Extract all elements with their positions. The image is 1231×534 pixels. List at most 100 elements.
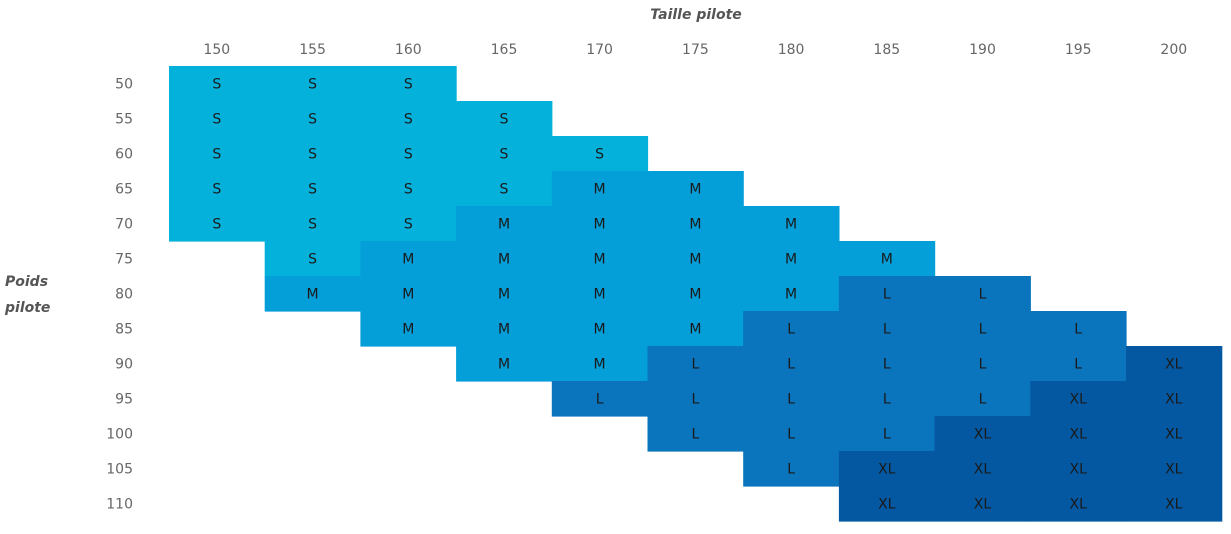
y-tick-label: 105 xyxy=(106,462,133,478)
cell-size-label: S xyxy=(308,112,317,128)
x-tick-label: 195 xyxy=(1065,42,1092,58)
heatmap-cell xyxy=(1126,416,1223,452)
heatmap-cell xyxy=(551,241,649,277)
heatmap-cell xyxy=(934,416,1031,452)
cell-size-label: M xyxy=(689,287,701,303)
heatmap-cell xyxy=(647,381,744,417)
cell-size-label: M xyxy=(402,287,414,303)
cell-size-label: L xyxy=(883,427,891,443)
y-tick-label: 100 xyxy=(106,427,133,443)
heatmap-cell xyxy=(1030,381,1127,417)
cell-size-label: L xyxy=(979,322,987,338)
heatmap-cell xyxy=(647,171,744,207)
cell-size-label: M xyxy=(594,182,606,198)
cell-size-label: S xyxy=(308,147,317,163)
cell-size-label: S xyxy=(404,147,413,163)
cell-size-label: S xyxy=(212,217,221,233)
y-tick-label: 50 xyxy=(115,77,133,93)
cell-size-label: S xyxy=(308,252,317,268)
cell-size-label: L xyxy=(883,287,891,303)
cell-size-label: M xyxy=(498,357,510,373)
y-tick-label: 85 xyxy=(115,322,133,338)
x-tick-label: 155 xyxy=(299,42,326,58)
heatmap-cell xyxy=(551,136,649,172)
heatmap-cell xyxy=(264,171,361,207)
heatmap-cell xyxy=(169,206,266,242)
x-tick-label: 170 xyxy=(586,42,613,58)
heatmap-cell xyxy=(1126,346,1223,382)
heatmap-cell xyxy=(838,416,936,452)
heatmap-cell xyxy=(456,311,553,347)
heatmap-cell xyxy=(360,311,457,347)
heatmap-cell xyxy=(169,66,266,102)
heatmap-cell xyxy=(360,206,457,242)
cell-size-label: L xyxy=(691,427,699,443)
cell-size-label: M xyxy=(785,252,797,268)
cell-size-label: L xyxy=(787,427,795,443)
cell-size-label: M xyxy=(689,322,701,338)
heatmap-cell xyxy=(743,416,840,452)
heatmap-cell xyxy=(264,66,361,102)
cell-size-label: M xyxy=(594,357,606,373)
heatmap-cell xyxy=(647,311,744,347)
heatmap-cell xyxy=(934,276,1031,312)
heatmap-cell xyxy=(169,136,266,172)
cell-size-label: XL xyxy=(1070,497,1088,513)
cell-size-label: L xyxy=(787,392,795,408)
cell-size-label: XL xyxy=(1165,427,1183,443)
heatmap-cells: S S S S S S S S S S S S S S S S M M S S S M M M M S M M M M M M M M M M M M L L… xyxy=(169,66,1223,522)
cell-size-label: L xyxy=(1074,357,1082,373)
cell-size-label: XL xyxy=(878,462,896,478)
x-tick-label: 200 xyxy=(1160,42,1187,58)
cell-size-label: S xyxy=(500,182,509,198)
cell-size-label: XL xyxy=(1165,497,1183,513)
heatmap-cell xyxy=(743,381,840,417)
cell-size-label: M xyxy=(498,217,510,233)
heatmap-cell xyxy=(934,451,1031,487)
heatmap-cell xyxy=(264,241,361,277)
heatmap-cell xyxy=(838,486,936,522)
heatmap-cell xyxy=(647,346,744,382)
y-tick-label: 95 xyxy=(115,392,133,408)
cell-size-label: L xyxy=(979,357,987,373)
y-tick-label: 110 xyxy=(106,497,133,513)
cell-size-label: S xyxy=(404,217,413,233)
y-tick-label: 55 xyxy=(115,112,133,128)
cell-size-label: M xyxy=(498,322,510,338)
heatmap-cell xyxy=(360,101,457,137)
heatmap-cell xyxy=(169,101,266,137)
heatmap-cell xyxy=(456,101,553,137)
cell-size-label: S xyxy=(500,147,509,163)
cell-size-label: M xyxy=(881,252,893,268)
cell-size-label: L xyxy=(883,357,891,373)
cell-size-label: XL xyxy=(1165,392,1183,408)
cell-size-label: S xyxy=(308,77,317,93)
cell-size-label: S xyxy=(212,112,221,128)
cell-size-label: XL xyxy=(1165,462,1183,478)
x-tick-label: 180 xyxy=(778,42,805,58)
heatmap-cell xyxy=(934,381,1031,417)
heatmap-cell xyxy=(838,451,936,487)
cell-size-label: L xyxy=(787,357,795,373)
heatmap-cell xyxy=(360,276,457,312)
cell-size-label: L xyxy=(979,287,987,303)
y-tick-label: 90 xyxy=(115,357,133,373)
cell-size-label: XL xyxy=(974,497,992,513)
x-axis-title: Taille pilote xyxy=(650,7,742,23)
cell-size-label: XL xyxy=(878,497,896,513)
cell-size-label: M xyxy=(689,182,701,198)
heatmap-cell xyxy=(743,346,840,382)
heatmap-cell xyxy=(551,346,649,382)
y-tick-label: 75 xyxy=(115,252,133,268)
heatmap-cell xyxy=(360,136,457,172)
heatmap-cell xyxy=(1030,416,1127,452)
cell-size-label: M xyxy=(689,217,701,233)
heatmap-cell xyxy=(934,486,1031,522)
x-tick-label: 150 xyxy=(203,42,230,58)
heatmap-cell xyxy=(456,276,553,312)
x-axis-ticks: 150 155 160 165 170 175 180 185 190 195 200 xyxy=(203,42,1187,58)
heatmap-cell xyxy=(264,276,361,312)
cell-size-label: XL xyxy=(974,462,992,478)
heatmap-cell xyxy=(360,66,457,102)
heatmap-cell xyxy=(264,101,361,137)
